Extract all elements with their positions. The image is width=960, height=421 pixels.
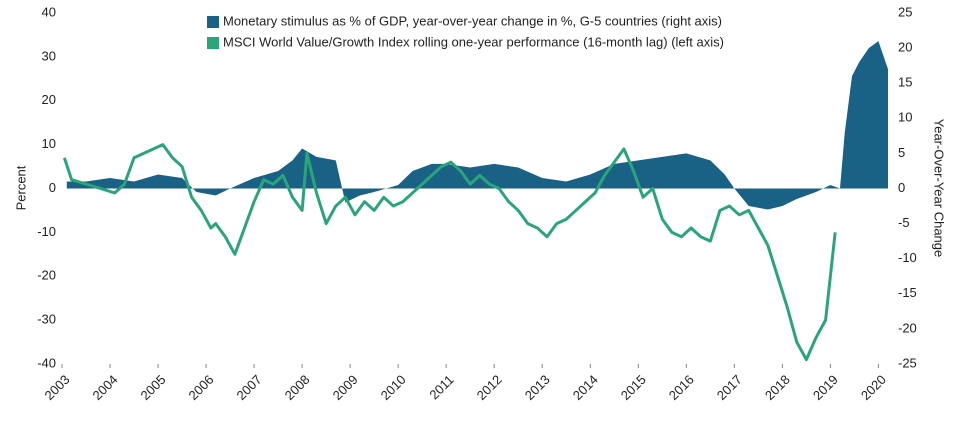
y-tick-label: 10 bbox=[42, 136, 56, 151]
x-tick-label: 2012 bbox=[474, 372, 505, 403]
x-tick-label: 2015 bbox=[618, 372, 649, 403]
y2-tick-label: 5 bbox=[898, 145, 905, 160]
x-tick-label: 2017 bbox=[714, 372, 745, 403]
y2-tick-label: 25 bbox=[898, 4, 912, 19]
x-tick-label: 2003 bbox=[41, 372, 72, 403]
x-tick-label: 2010 bbox=[378, 372, 409, 403]
x-tick-label: 2016 bbox=[666, 372, 697, 403]
y-tick-label: 40 bbox=[42, 4, 56, 19]
y2-tick-label: -5 bbox=[898, 215, 910, 230]
x-tick-label: 2004 bbox=[90, 372, 121, 403]
y2-axis-label: Year-Over-Year Change bbox=[932, 119, 947, 258]
legend-swatch bbox=[207, 37, 219, 49]
y-tick-label: 20 bbox=[42, 92, 56, 107]
y-tick-label: -20 bbox=[37, 268, 56, 283]
area bbox=[66, 41, 889, 210]
y-axis-label: Percent bbox=[13, 165, 28, 210]
x-tick-label: 2019 bbox=[810, 372, 841, 403]
y-tick-label: -40 bbox=[37, 355, 56, 370]
y2-tick-label: 10 bbox=[898, 110, 912, 125]
legend-swatch bbox=[207, 16, 219, 28]
x-tick-label: 2006 bbox=[186, 372, 217, 403]
x-tick-label: 2007 bbox=[234, 372, 265, 403]
y2-tick-label: -15 bbox=[898, 285, 917, 300]
line bbox=[62, 143, 837, 362]
y-tick-label: 0 bbox=[49, 180, 56, 195]
x-tick-label: 2011 bbox=[426, 372, 456, 402]
x-tick-label: 2008 bbox=[282, 372, 313, 403]
y2-tick-label: -25 bbox=[898, 355, 917, 370]
y-tick-label: -10 bbox=[37, 224, 56, 239]
x-tick-label: 2013 bbox=[522, 372, 553, 403]
y2-tick-label: 20 bbox=[898, 40, 912, 55]
y-tick-label: 30 bbox=[42, 48, 56, 63]
x-tick-label: 2005 bbox=[138, 372, 169, 403]
legend-label: Monetary stimulus as % of GDP, year-over… bbox=[223, 13, 722, 28]
y-tick-label: -30 bbox=[37, 312, 56, 327]
y2-tick-label: -20 bbox=[898, 320, 917, 335]
y2-tick-label: -10 bbox=[898, 250, 917, 265]
x-tick-label: 2009 bbox=[330, 372, 361, 403]
y2-tick-label: 15 bbox=[898, 75, 912, 90]
x-tick-label: 2014 bbox=[570, 372, 601, 403]
x-tick-label: 2018 bbox=[762, 372, 793, 403]
x-tick-label: 2020 bbox=[858, 372, 889, 403]
legend-label: MSCI World Value/Growth Index rolling on… bbox=[223, 34, 724, 49]
y2-tick-label: 0 bbox=[898, 180, 905, 195]
